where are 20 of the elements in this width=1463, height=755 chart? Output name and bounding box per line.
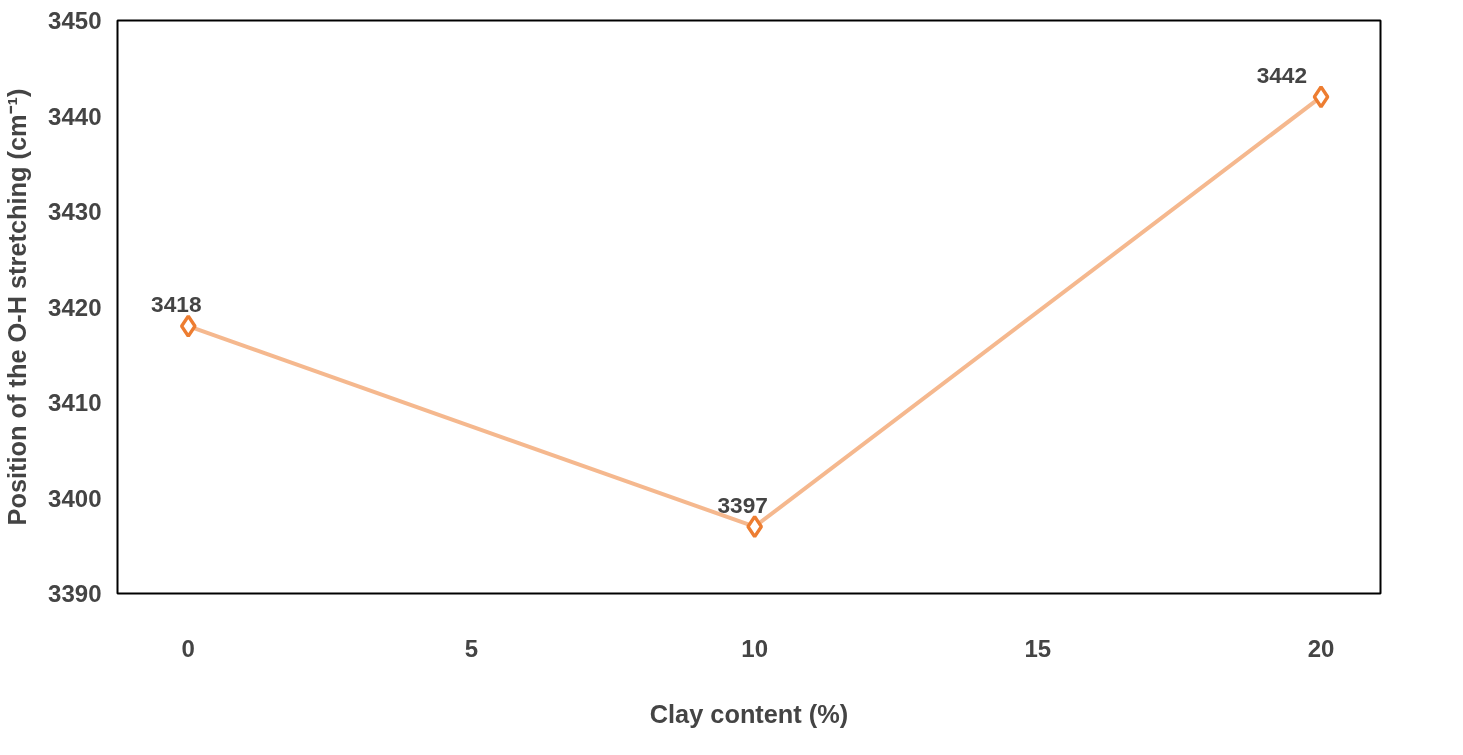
data-label: 3442 (1256, 61, 1308, 88)
y-tick-label: 3420 (48, 293, 102, 321)
point (746, 514, 764, 539)
x-tick-label: 5 (464, 634, 479, 662)
x-tick-label: 0 (181, 634, 195, 662)
y-axis-title: Position of the O-H stretching (cm⁻¹) (3, 88, 32, 526)
y-tick-label: 3410 (48, 389, 102, 416)
y-tick-label: 3430 (48, 198, 102, 225)
data-label: 3418 (151, 291, 202, 318)
y-tick-label: 3440 (48, 102, 102, 130)
point (1312, 85, 1330, 109)
y-tick-label: 3400 (48, 484, 102, 512)
data-label: 3397 (717, 491, 768, 518)
x-tick-label: 20 (1307, 634, 1335, 662)
point (179, 314, 197, 338)
y-tick-label: 3390 (48, 580, 102, 607)
x-tick-label: 10 (741, 634, 769, 662)
x-axis-title: Clay content (%) (649, 699, 849, 728)
y-tick-label: 3450 (48, 7, 102, 34)
x-tick-label: 15 (1024, 634, 1052, 662)
